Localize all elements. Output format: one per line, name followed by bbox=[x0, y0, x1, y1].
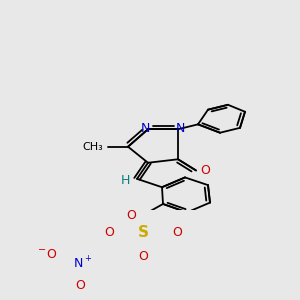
Text: O: O bbox=[75, 279, 85, 292]
Text: +: + bbox=[85, 254, 92, 263]
Text: O: O bbox=[138, 250, 148, 263]
Text: CH₃: CH₃ bbox=[82, 142, 103, 152]
Text: N: N bbox=[140, 122, 150, 135]
Text: O: O bbox=[126, 209, 136, 222]
Text: −: − bbox=[38, 245, 46, 255]
Text: N: N bbox=[175, 122, 185, 135]
Text: H: H bbox=[120, 174, 130, 187]
Text: O: O bbox=[172, 226, 182, 239]
Text: O: O bbox=[104, 226, 114, 239]
Text: O: O bbox=[46, 248, 56, 262]
Text: N: N bbox=[73, 257, 83, 270]
Text: S: S bbox=[137, 225, 148, 240]
Text: O: O bbox=[200, 164, 210, 177]
